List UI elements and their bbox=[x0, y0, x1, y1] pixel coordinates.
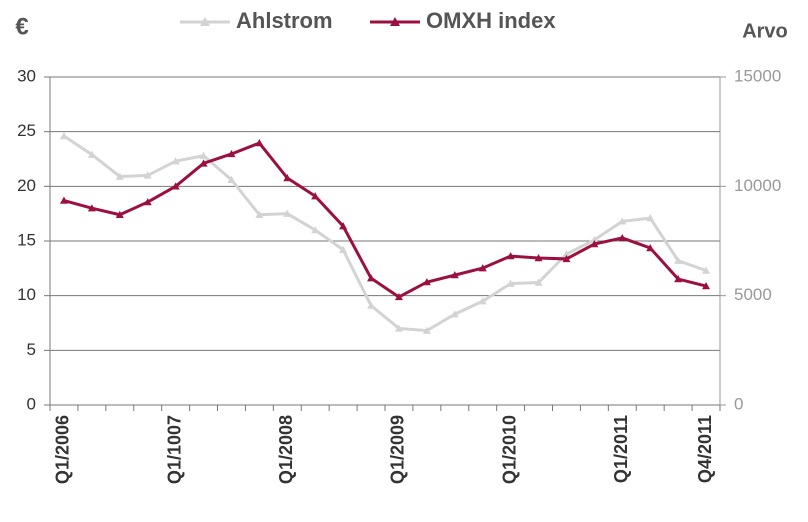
y2-axis-label: Arvo bbox=[742, 20, 788, 42]
point bbox=[311, 192, 320, 200]
point bbox=[590, 235, 599, 244]
legend-marker bbox=[390, 17, 400, 26]
series-line bbox=[63, 134, 707, 333]
point bbox=[339, 245, 348, 253]
point bbox=[115, 210, 124, 218]
point bbox=[59, 196, 68, 204]
point bbox=[534, 254, 543, 262]
point bbox=[171, 182, 180, 190]
point bbox=[618, 217, 627, 225]
x-tick-label: Q1/1007 bbox=[164, 415, 184, 484]
point bbox=[702, 282, 711, 290]
point bbox=[478, 264, 487, 272]
point bbox=[506, 252, 515, 260]
point bbox=[199, 159, 208, 167]
point bbox=[227, 149, 236, 158]
point bbox=[339, 222, 348, 230]
point bbox=[283, 174, 292, 182]
point bbox=[171, 157, 180, 165]
y-tick-label: 10 bbox=[17, 285, 36, 304]
legend-marker bbox=[200, 17, 210, 26]
point bbox=[450, 310, 459, 318]
point bbox=[534, 278, 543, 286]
y-tick-label: 0 bbox=[27, 394, 36, 413]
point bbox=[422, 278, 431, 286]
point bbox=[87, 204, 96, 212]
point bbox=[367, 274, 376, 282]
point bbox=[646, 214, 655, 222]
point bbox=[478, 297, 487, 305]
point bbox=[562, 254, 571, 263]
y2-tick-label: 10000 bbox=[734, 176, 781, 195]
point bbox=[199, 151, 208, 159]
point bbox=[674, 275, 683, 283]
point bbox=[618, 233, 627, 242]
y2-tick-label: 15000 bbox=[734, 66, 781, 85]
point bbox=[227, 175, 236, 183]
point bbox=[143, 171, 152, 179]
y2-tick-label: 5000 bbox=[734, 285, 772, 304]
series-line bbox=[63, 141, 707, 299]
point bbox=[702, 266, 711, 274]
point bbox=[506, 279, 515, 287]
point bbox=[87, 150, 96, 158]
point bbox=[255, 139, 264, 147]
point bbox=[450, 271, 459, 279]
point bbox=[394, 324, 403, 332]
point bbox=[367, 301, 376, 309]
x-tick-label: Q1/2006 bbox=[53, 415, 73, 484]
x-tick-label: Q1/2011 bbox=[611, 415, 631, 483]
x-tick-label: Q1/2010 bbox=[499, 415, 519, 484]
point bbox=[562, 250, 571, 258]
x-tick-label: Q1/2008 bbox=[276, 415, 296, 484]
point bbox=[311, 226, 320, 234]
y-axis-label: € bbox=[15, 13, 28, 40]
point bbox=[394, 292, 403, 301]
y-tick-label: 30 bbox=[17, 66, 36, 85]
y-tick-label: 5 bbox=[27, 340, 36, 359]
point bbox=[59, 132, 68, 140]
legend-label: OMXH index bbox=[426, 8, 556, 33]
y-tick-label: 25 bbox=[17, 121, 36, 140]
point bbox=[255, 210, 264, 218]
point bbox=[143, 198, 152, 206]
point bbox=[422, 326, 431, 334]
y2-tick-label: 0 bbox=[734, 394, 743, 413]
point bbox=[674, 256, 683, 264]
point bbox=[646, 243, 655, 252]
point bbox=[115, 172, 124, 180]
point bbox=[283, 209, 292, 217]
point bbox=[590, 240, 599, 248]
legend-label: Ahlstrom bbox=[236, 8, 333, 33]
x-tick-label: Q1/2009 bbox=[388, 415, 408, 484]
y-tick-label: 15 bbox=[17, 230, 36, 249]
y-tick-label: 20 bbox=[17, 176, 36, 195]
x-tick-label: Q4/2011 bbox=[695, 415, 715, 483]
